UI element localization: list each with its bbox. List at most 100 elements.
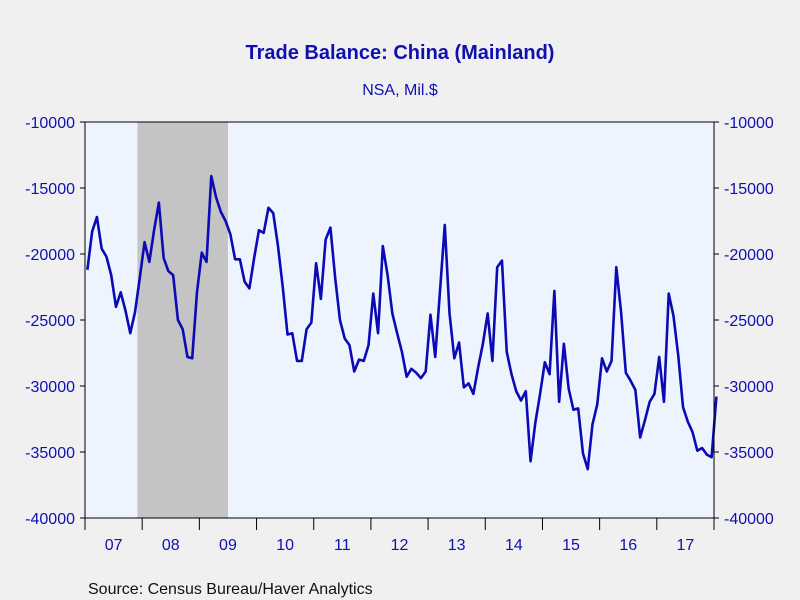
x-tick-label: 07: [105, 537, 123, 554]
data-point: [415, 372, 417, 374]
data-point: [439, 290, 441, 292]
data-point: [582, 452, 584, 454]
data-point: [391, 312, 393, 314]
data-point: [510, 373, 512, 375]
data-point: [386, 274, 388, 276]
data-point: [691, 431, 693, 433]
recession-shading: [137, 122, 228, 518]
data-point: [668, 292, 670, 294]
data-point: [120, 291, 122, 293]
y-tick-label: -25000: [25, 313, 75, 330]
data-point: [563, 343, 565, 345]
data-point: [520, 399, 522, 401]
x-tick-label: 13: [448, 537, 466, 554]
data-point: [548, 373, 550, 375]
data-point: [577, 407, 579, 409]
data-point: [501, 259, 503, 261]
data-point: [272, 212, 274, 214]
data-point: [243, 281, 245, 283]
data-point: [496, 266, 498, 268]
data-point: [158, 201, 160, 203]
data-point: [410, 368, 412, 370]
data-point: [558, 401, 560, 403]
data-point: [472, 393, 474, 395]
y-tick-label: -30000: [25, 379, 75, 396]
data-point: [234, 258, 236, 260]
data-point: [587, 468, 589, 470]
data-point: [148, 261, 150, 263]
data-point: [653, 393, 655, 395]
data-point: [420, 377, 422, 379]
series-layer: [86, 174, 718, 471]
y-tick-label: -10000: [724, 115, 774, 132]
data-point: [534, 422, 536, 424]
x-tick-label: 08: [162, 537, 180, 554]
y-tick-label: -35000: [724, 445, 774, 462]
data-point: [258, 229, 260, 231]
data-point: [615, 266, 617, 268]
data-point: [591, 423, 593, 425]
data-point: [172, 274, 174, 276]
data-point: [663, 401, 665, 403]
data-point: [277, 245, 279, 247]
data-point: [358, 358, 360, 360]
chart-title: Trade Balance: China (Mainland): [246, 42, 555, 64]
data-point: [672, 315, 674, 317]
data-point: [310, 321, 312, 323]
data-point: [377, 332, 379, 334]
recession-band: [137, 122, 228, 518]
data-point: [634, 389, 636, 391]
data-point: [201, 251, 203, 253]
data-point: [267, 207, 269, 209]
data-point: [91, 230, 93, 232]
data-point: [429, 314, 431, 316]
data-point: [706, 453, 708, 455]
source-note: Source: Census Bureau/Haver Analytics: [88, 581, 373, 598]
x-tick-label: 15: [562, 537, 580, 554]
data-point: [696, 449, 698, 451]
y-axis-left: -10000 -15000 -20000 -25000 -30000 -35000 -400…: [25, 115, 85, 528]
data-point: [606, 370, 608, 372]
y-tick-label: -40000: [25, 511, 75, 528]
data-point: [525, 390, 527, 392]
data-point: [596, 403, 598, 405]
x-tick-label: 11: [334, 537, 351, 554]
data-point: [224, 220, 226, 222]
data-point: [644, 419, 646, 421]
data-point: [458, 341, 460, 343]
data-point: [539, 393, 541, 395]
data-point: [434, 356, 436, 358]
data-point: [467, 382, 469, 384]
data-point: [301, 360, 303, 362]
data-point: [134, 311, 136, 313]
x-tick-label: 12: [391, 537, 409, 554]
data-point: [220, 211, 222, 213]
x-tick-label: 14: [505, 537, 523, 554]
data-point: [348, 344, 350, 346]
y-tick-label: -10000: [25, 115, 75, 132]
data-point: [572, 409, 574, 411]
data-point: [405, 376, 407, 378]
data-point: [191, 357, 193, 359]
data-point: [96, 216, 98, 218]
data-point: [710, 456, 712, 458]
data-point: [367, 344, 369, 346]
data-point: [334, 277, 336, 279]
data-point: [715, 395, 717, 397]
data-point: [139, 277, 141, 279]
data-point: [687, 420, 689, 422]
data-point: [143, 241, 145, 243]
data-point: [124, 310, 126, 312]
data-point: [215, 196, 217, 198]
data-point: [486, 312, 488, 314]
data-point: [353, 370, 355, 372]
data-point: [448, 312, 450, 314]
data-point: [463, 386, 465, 388]
data-point: [196, 291, 198, 293]
series-line: [86, 174, 718, 471]
data-point: [363, 360, 365, 362]
data-point: [344, 337, 346, 339]
data-point: [262, 232, 264, 234]
data-point: [396, 332, 398, 334]
